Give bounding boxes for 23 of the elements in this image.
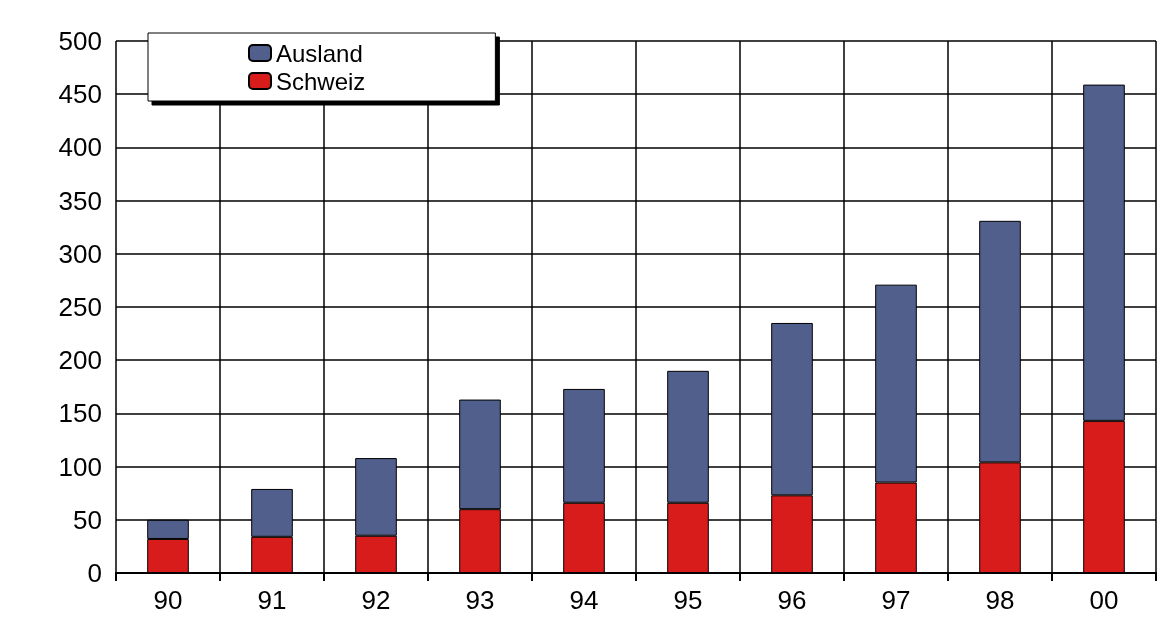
y-tick-label: 450 <box>58 79 102 110</box>
y-tick-label: 500 <box>58 26 102 56</box>
y-tick-label: 400 <box>58 132 102 163</box>
y-tick-label: 350 <box>58 185 102 216</box>
x-tick-label: 96 <box>777 585 807 615</box>
legend-label: Schweiz <box>276 67 366 95</box>
x-tick-label: 90 <box>153 585 183 615</box>
y-tick-label: 50 <box>73 504 102 535</box>
y-tick-label: 250 <box>58 292 102 322</box>
y-tick-label: 150 <box>58 398 102 429</box>
y-tick-label: 300 <box>58 238 102 269</box>
x-tick-label: 92 <box>361 585 391 615</box>
x-tick-label: 00 <box>1089 585 1119 615</box>
legend-label: Ausland <box>276 39 363 67</box>
x-tick-label: 91 <box>257 585 287 615</box>
x-tick-label: 94 <box>569 585 599 615</box>
x-tick-label: 98 <box>985 585 1015 615</box>
x-tick-label: 95 <box>673 585 703 615</box>
y-tick-label: 200 <box>58 345 102 376</box>
x-tick-label: 93 <box>465 585 495 615</box>
y-tick-label: 0 <box>87 558 102 588</box>
x-tick-label: 97 <box>881 585 911 615</box>
y-tick-label: 100 <box>58 451 102 482</box>
